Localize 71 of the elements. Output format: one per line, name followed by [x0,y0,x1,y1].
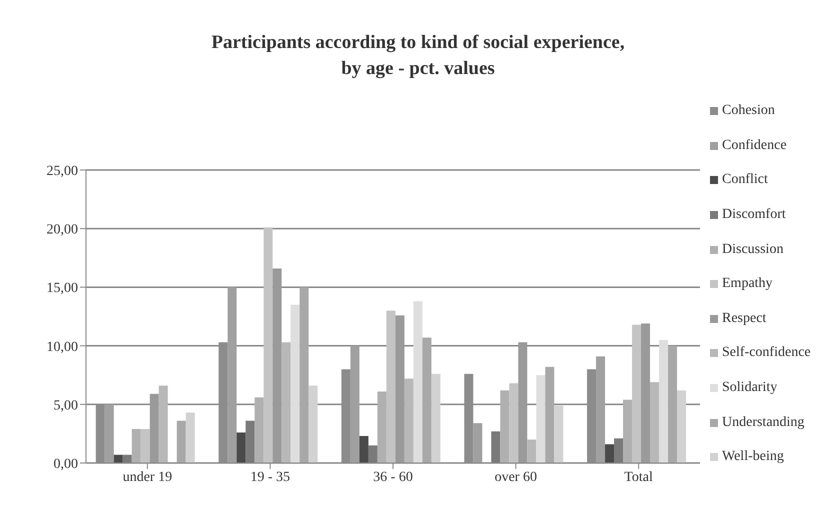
legend-label: Well-being [722,449,784,466]
legend-label: Discomfort [722,207,786,224]
legend-label: Empathy [722,276,773,292]
bar [150,394,159,463]
legend-label: Respect [722,310,766,327]
bar [290,304,300,463]
bar [300,287,309,463]
legend-label: Conflict [722,172,768,188]
bar [246,420,255,463]
bar [500,390,510,463]
bar [545,366,554,463]
y-tick-label: 5,00 [54,398,78,414]
bar [377,392,386,463]
bar [413,301,422,463]
bar [176,420,186,463]
bar [554,406,564,463]
bar [527,440,536,463]
bar [632,324,642,463]
bar [650,382,660,463]
bar [368,445,378,463]
chart-title: Participants according to kind of social experience, by age - pct. values [210,31,626,81]
bar [228,287,237,463]
y-tick-label: 0,00 [54,456,78,472]
legend-label: Confidence [722,138,787,154]
bar [264,227,273,463]
bar [282,342,291,463]
bar [422,338,432,463]
bar [254,397,264,463]
bar [186,412,195,463]
bar [308,386,318,463]
bar [359,436,368,463]
bar [605,444,614,463]
x-tick-label: under 19 [122,470,172,485]
bar [641,324,650,463]
bar [272,268,282,463]
bar [236,432,246,463]
y-tick-label: 15,00 [46,281,78,296]
legend-label: Solidarity [722,380,778,396]
x-tick-label: 19 - 35 [250,470,290,485]
y-tick-label: 25,00 [46,164,78,179]
y-tick-label: 20,00 [46,222,78,238]
bar [623,400,632,463]
bar [431,374,440,463]
bar [491,431,500,463]
x-tick-label: over 60 [494,470,537,485]
bar [132,429,141,463]
bar [677,390,686,463]
bar [140,429,150,463]
bar [404,378,414,463]
legend-label: Understanding [722,414,804,431]
legend-label: Cohesion [722,103,775,120]
legend-label: Discussion [722,242,784,258]
bar [536,375,546,463]
bar [518,342,528,463]
bar [473,423,482,463]
bar [509,383,518,463]
bar [614,438,624,463]
bar [122,454,132,463]
bar [386,310,396,463]
x-tick-label: 36 - 60 [373,470,413,485]
bar [395,315,404,463]
bar [659,340,668,463]
bar [668,346,678,463]
bar [114,454,123,463]
bar [158,386,168,463]
bar [104,404,114,463]
legend-label: Self-confidence [722,345,811,362]
bar [350,346,360,463]
bar [596,356,606,463]
x-tick-label: Total [624,470,653,485]
y-tick-label: 10,00 [46,340,78,355]
